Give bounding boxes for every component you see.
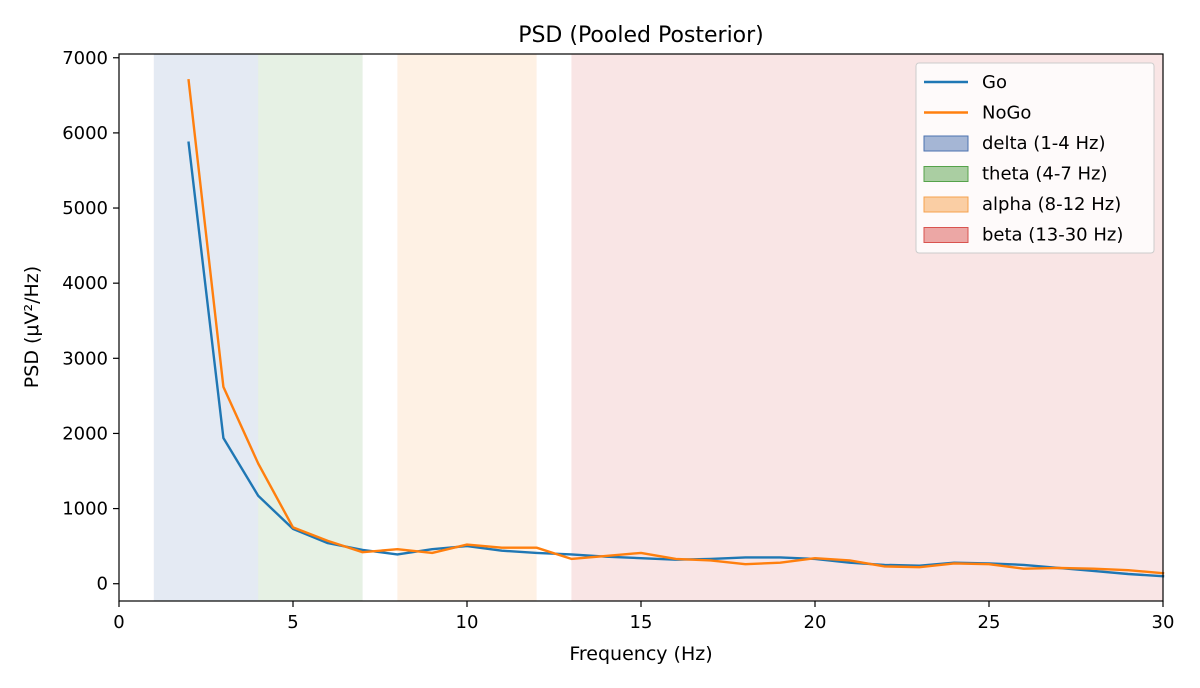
- legend-patch-swatch: [923, 135, 969, 152]
- series-line-nogo: [187, 78, 1165, 575]
- x-tick-label: 15: [630, 612, 653, 633]
- legend-patch-swatch: [923, 166, 969, 182]
- y-tick-label: 2000: [62, 423, 108, 444]
- x-tick-label: 0: [113, 612, 124, 633]
- y-tick-label: 3000: [62, 348, 108, 369]
- x-tick-label: 5: [287, 612, 298, 633]
- legend-label: beta (13-30 Hz): [982, 225, 1123, 246]
- legend-label: delta (1-4 Hz): [982, 133, 1105, 154]
- y-tick-label: 4000: [62, 273, 108, 294]
- x-tick-label: 10: [456, 612, 479, 633]
- y-tick-label: 7000: [62, 48, 108, 69]
- band-shade-2: [397, 54, 537, 601]
- y-axis-label: PSD (μV²/Hz): [21, 266, 43, 388]
- y-tick-label: 1000: [62, 499, 108, 520]
- x-tick-label: 30: [1152, 612, 1175, 633]
- legend: Go NoGo delta (1-4 Hz) theta (4-7 Hz) alpha …: [915, 62, 1155, 254]
- x-axis-label: Frequency (Hz): [569, 643, 712, 665]
- legend-patch-swatch: [923, 227, 969, 243]
- y-tick-label: 0: [97, 574, 108, 595]
- y-tick-label: 5000: [62, 198, 108, 219]
- x-tick-label: 25: [978, 612, 1001, 633]
- legend-label: theta (4-7 Hz): [982, 164, 1108, 185]
- band-shade-1: [258, 54, 363, 601]
- legend-label: NoGo: [982, 103, 1031, 124]
- legend-patch-swatch: [923, 196, 969, 213]
- chart-title: PSD (Pooled Posterior): [518, 23, 764, 48]
- y-tick-label: 6000: [62, 123, 108, 144]
- legend-label: alpha (8-12 Hz): [982, 194, 1121, 215]
- legend-frame: [915, 62, 1155, 254]
- band-shade-0: [153, 54, 259, 601]
- series-lines-layer: [187, 78, 1165, 578]
- legend-label: Go: [982, 72, 1007, 93]
- x-tick-label: 20: [804, 612, 827, 633]
- x-axis: 0 5 10 15 20 25 30: [113, 601, 1174, 633]
- y-axis: 0 1000 2000 3000 4000 5000 6000 7000: [62, 48, 119, 595]
